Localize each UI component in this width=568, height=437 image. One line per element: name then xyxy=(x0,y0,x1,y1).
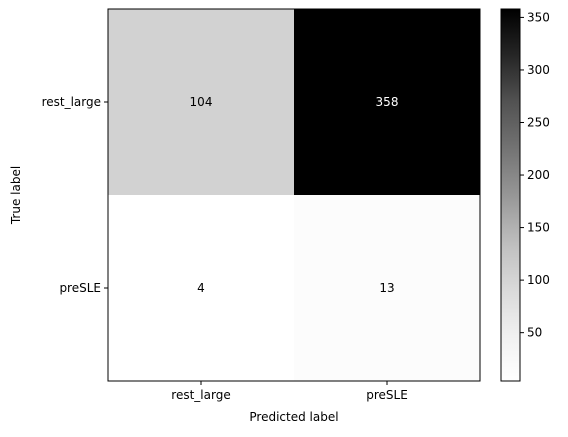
cell-value-label-0-0: 104 xyxy=(190,95,213,109)
colorbar-tick-label-2: 150 xyxy=(527,221,550,235)
colorbar-tick-label-3: 200 xyxy=(527,168,550,182)
colorbar-tick-label-1: 100 xyxy=(527,273,550,287)
colorbar-tick-label-5: 300 xyxy=(527,63,550,77)
cell-value-label-1-1: 13 xyxy=(379,281,394,295)
colorbar xyxy=(501,9,520,381)
y-tick-label-0: rest_large xyxy=(42,95,101,109)
heatmap-cell-0-1 xyxy=(294,9,480,195)
colorbar-ticks: 50 100 150 200 250 300 350 xyxy=(520,10,550,340)
colorbar-tick-label-6: 350 xyxy=(527,10,550,24)
heatmap-cell-1-1 xyxy=(294,195,480,381)
y-axis-ticks: rest_large preSLE xyxy=(42,95,108,295)
cell-value-label-0-1: 358 xyxy=(376,95,399,109)
y-axis-label: True label xyxy=(9,166,23,225)
colorbar-tick-label-0: 50 xyxy=(527,326,542,340)
heatmap-cell-0-0 xyxy=(108,9,294,195)
x-axis-ticks: rest_large preSLE xyxy=(171,381,408,402)
y-tick-label-1: preSLE xyxy=(59,281,101,295)
x-tick-label-0: rest_large xyxy=(171,388,230,402)
colorbar-frame xyxy=(500,8,521,382)
x-tick-label-1: preSLE xyxy=(366,388,408,402)
heatmap-cell-labels: 104 358 4 13 xyxy=(190,95,399,295)
heatmap-cell-1-0 xyxy=(108,195,294,381)
colorbar-tick-label-4: 250 xyxy=(527,115,550,129)
cell-value-label-1-0: 4 xyxy=(197,281,205,295)
x-axis-label: Predicted label xyxy=(249,410,338,424)
plot-frame xyxy=(107,8,481,382)
heatmap-cells xyxy=(108,9,480,381)
